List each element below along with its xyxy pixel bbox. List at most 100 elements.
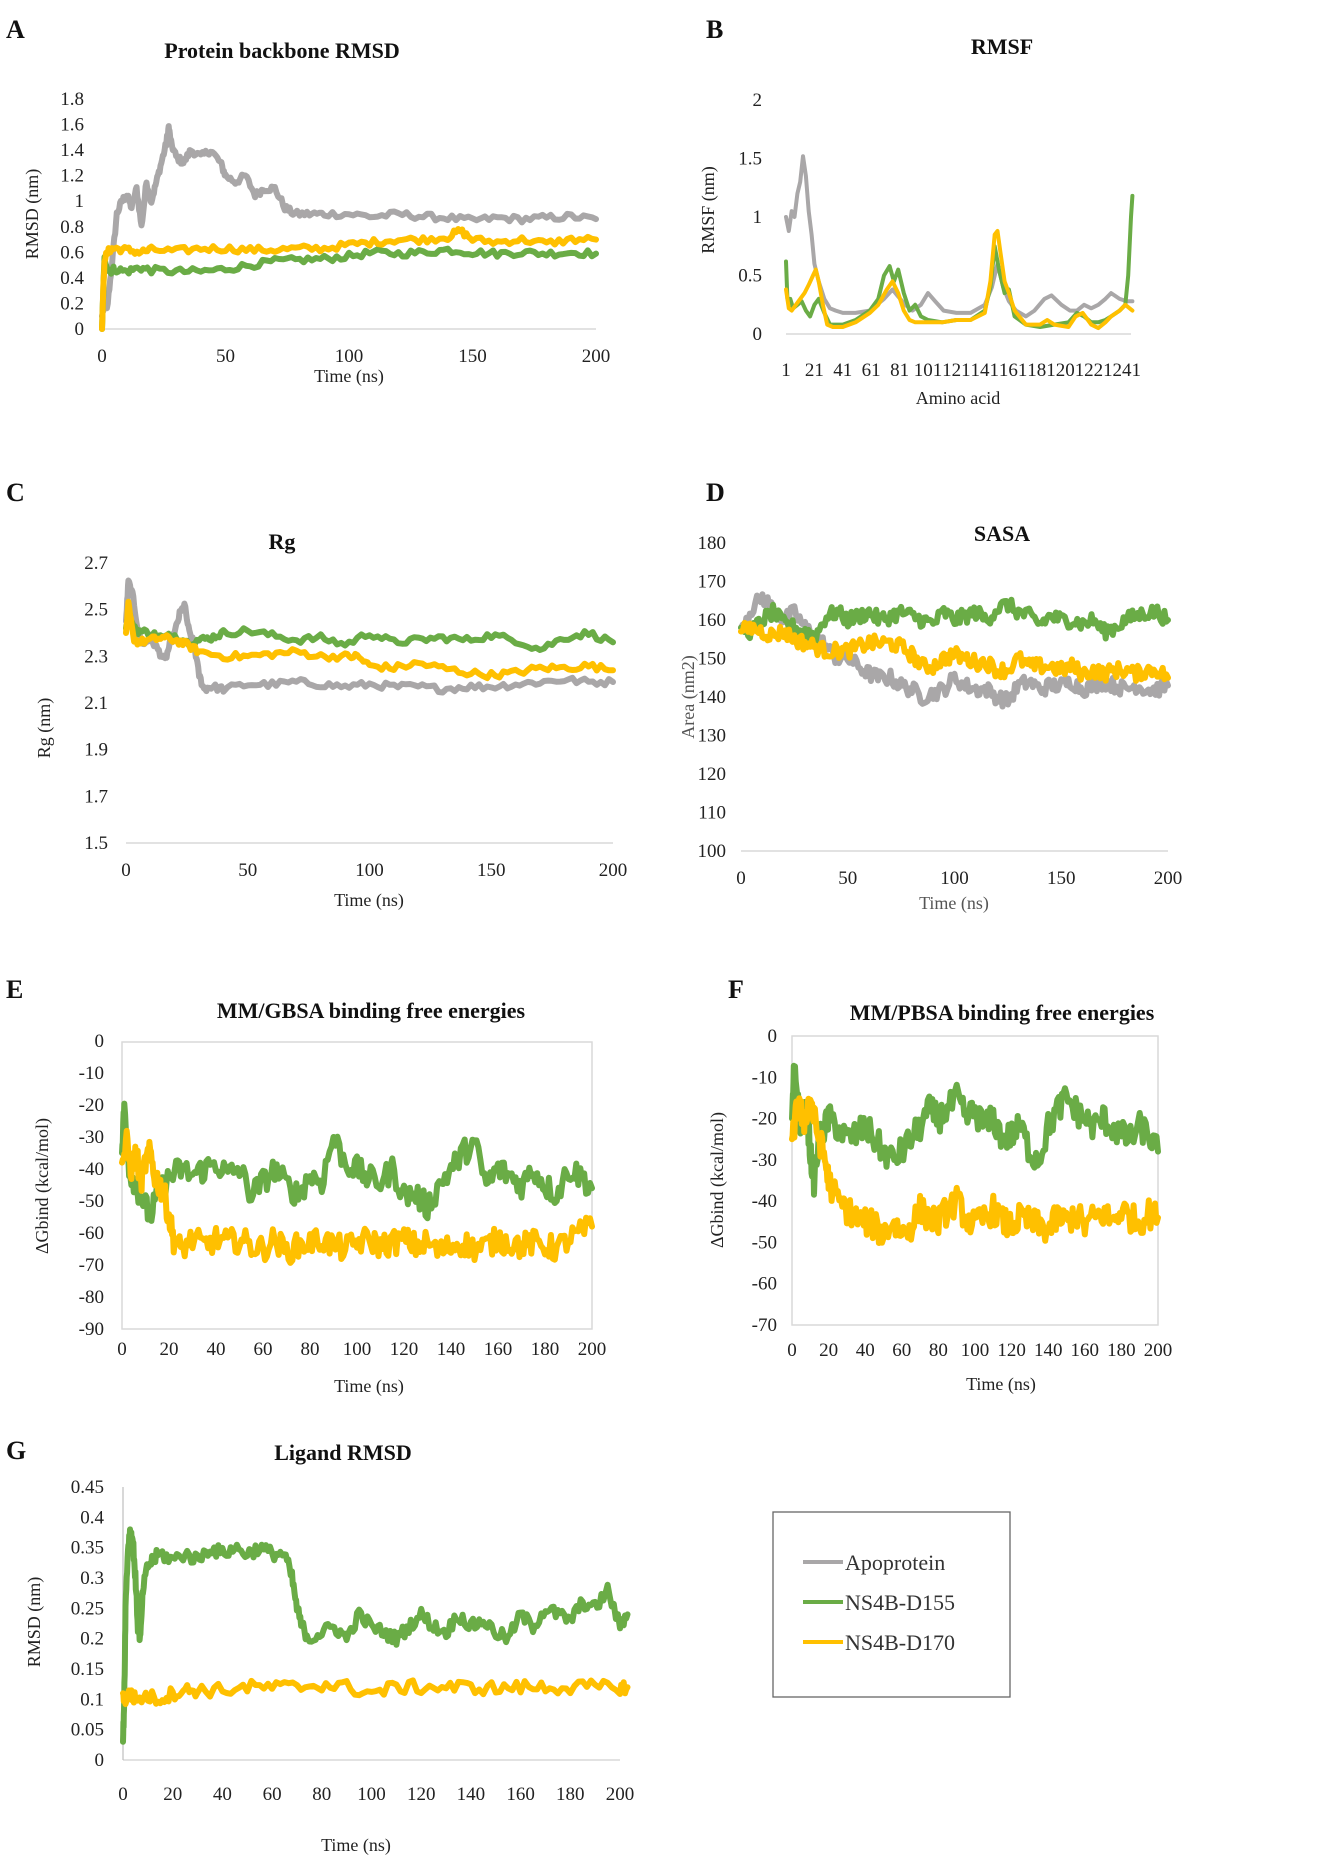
y-tick-label: 0.3	[80, 1568, 104, 1589]
panel-e: E MM/GBSA binding free energies -90 -80 -70 -…	[6, 975, 606, 1397]
y-axis-label: Rg (nm)	[34, 698, 55, 759]
chart-title-g: Ligand RMSD	[274, 1440, 412, 1465]
x-tick-label: 180	[556, 1784, 585, 1805]
y-tick-label: -10	[79, 1063, 104, 1084]
x-axis-label: Time (ns)	[334, 890, 404, 911]
x-tick-label: 120	[407, 1784, 436, 1805]
x-tick-label: 150	[458, 346, 487, 367]
series-line-ns4b-d155	[123, 607, 616, 653]
x-tick-label: 120	[997, 1340, 1026, 1361]
x-tick-label: 20	[160, 1339, 179, 1360]
plot-frame	[791, 1035, 1159, 1326]
x-tick-label: 200	[1144, 1340, 1173, 1361]
series-line-ns4b-d155	[738, 596, 1171, 645]
panel-a: A Protein backbone RMSD 0 0.2 0.4 0.6 0.8 1 1.2 1…	[6, 15, 610, 387]
x-tick-label: 120	[390, 1339, 419, 1360]
y-axis-label: RMSD (nm)	[24, 1577, 45, 1668]
y-tick-label: 0	[753, 324, 763, 345]
legend-label-ns4b-d170: NS4B-D170	[845, 1630, 955, 1655]
y-tick-label: 0	[95, 1750, 105, 1771]
y-tick-label: 0.45	[71, 1477, 104, 1498]
y-tick-label: -70	[79, 1255, 104, 1276]
y-tick-label: -60	[752, 1274, 777, 1295]
x-tick-label: 150	[477, 860, 506, 881]
x-tick-label: 200	[578, 1339, 607, 1360]
y-tick-label: -40	[752, 1191, 777, 1212]
x-tick-label: 221	[1084, 360, 1113, 381]
x-tick-label: 60	[254, 1339, 273, 1360]
y-tick-label: 0.4	[60, 268, 84, 289]
y-tick-label: 2.1	[84, 693, 108, 714]
x-tick-label: 100	[357, 1784, 386, 1805]
chart-title-a: Protein backbone RMSD	[164, 38, 400, 63]
y-tick-label: 0.6	[60, 242, 84, 263]
x-tick-label: 61	[862, 360, 881, 381]
y-tick-label: 180	[698, 533, 727, 554]
legend-entry-ns4b-d155: NS4B-D155	[803, 1590, 955, 1615]
y-tick-label: 0.1	[80, 1689, 104, 1710]
panel-letter-a: A	[6, 15, 25, 44]
series-line-ns4b-d170	[120, 1677, 631, 1708]
series-line-ns4b-d170	[123, 598, 616, 682]
x-tick-label: 150	[1047, 868, 1076, 889]
panel-g: G Ligand RMSD 0 0.05 0.1 0.15 0.2 0.25 0.3 0.35 0.…	[6, 1436, 634, 1856]
x-tick-label: 121	[942, 360, 971, 381]
x-axis-label: Time (ns)	[314, 366, 384, 387]
y-tick-label: 2.3	[84, 646, 108, 667]
x-tick-label: 201	[1056, 360, 1085, 381]
panel-letter-b: B	[706, 15, 723, 44]
chart-title-e: MM/GBSA binding free energies	[217, 998, 526, 1023]
y-tick-label: -20	[79, 1095, 104, 1116]
x-tick-label: 0	[787, 1340, 797, 1361]
series-line-ns4b-d155	[120, 1526, 631, 1745]
y-tick-label: -40	[79, 1159, 104, 1180]
y-tick-label: 160	[698, 610, 727, 631]
y-tick-label: 0.2	[60, 293, 84, 314]
y-tick-label: 1.9	[84, 740, 108, 761]
x-tick-label: 1	[781, 360, 791, 381]
panel-letter-e: E	[6, 975, 23, 1004]
series-line-apoprotein	[784, 154, 1135, 319]
chart-title-f: MM/PBSA binding free energies	[850, 1000, 1155, 1025]
x-tick-label: 80	[929, 1340, 948, 1361]
x-tick-label: 241	[1112, 360, 1141, 381]
y-tick-label: 1	[75, 191, 85, 212]
x-tick-label: 40	[207, 1339, 226, 1360]
x-tick-label: 0	[121, 860, 131, 881]
x-tick-label: 180	[1107, 1340, 1136, 1361]
x-tick-label: 50	[838, 868, 857, 889]
y-tick-label: 1	[753, 207, 763, 228]
series-line-apoprotein	[123, 577, 616, 696]
panel-c: C Rg 1.5 1.7 1.9 2.1 2.3 2.5 2.7 0 50 100 150 200 Time…	[6, 478, 627, 911]
series-line-ns4b-d170	[99, 226, 599, 332]
y-tick-label: -80	[79, 1287, 104, 1308]
x-tick-label: 200	[606, 1784, 635, 1805]
x-tick-label: 40	[213, 1784, 232, 1805]
x-tick-label: 60	[263, 1784, 282, 1805]
x-tick-label: 181	[1027, 360, 1056, 381]
x-tick-label: 40	[856, 1340, 875, 1361]
y-tick-label: 0.05	[71, 1720, 104, 1741]
x-tick-label: 0	[97, 346, 107, 367]
x-tick-label: 50	[238, 860, 257, 881]
x-tick-label: 140	[437, 1339, 466, 1360]
y-tick-label: -90	[79, 1319, 104, 1340]
x-axis-label: Time (ns)	[919, 893, 989, 914]
y-tick-label: -70	[752, 1315, 777, 1336]
x-tick-label: 80	[312, 1784, 331, 1805]
y-tick-label: 2.5	[84, 600, 108, 621]
x-tick-label: 160	[506, 1784, 535, 1805]
panel-f: F MM/PBSA binding free energies -70 -60 -50 -…	[707, 975, 1172, 1395]
y-tick-label: 2	[753, 90, 763, 111]
x-axis-label: Time (ns)	[334, 1376, 404, 1397]
x-tick-label: 21	[805, 360, 824, 381]
y-tick-label: 1.5	[738, 149, 762, 170]
y-tick-label: -50	[752, 1232, 777, 1253]
x-tick-label: 180	[531, 1339, 560, 1360]
y-tick-label: 1.8	[60, 89, 84, 110]
y-tick-label: 100	[698, 841, 727, 862]
panel-d: D SASA 100 110 120 130 140 150 160 170 180 0 50 100 15…	[678, 478, 1182, 914]
x-tick-label: 100	[355, 860, 384, 881]
